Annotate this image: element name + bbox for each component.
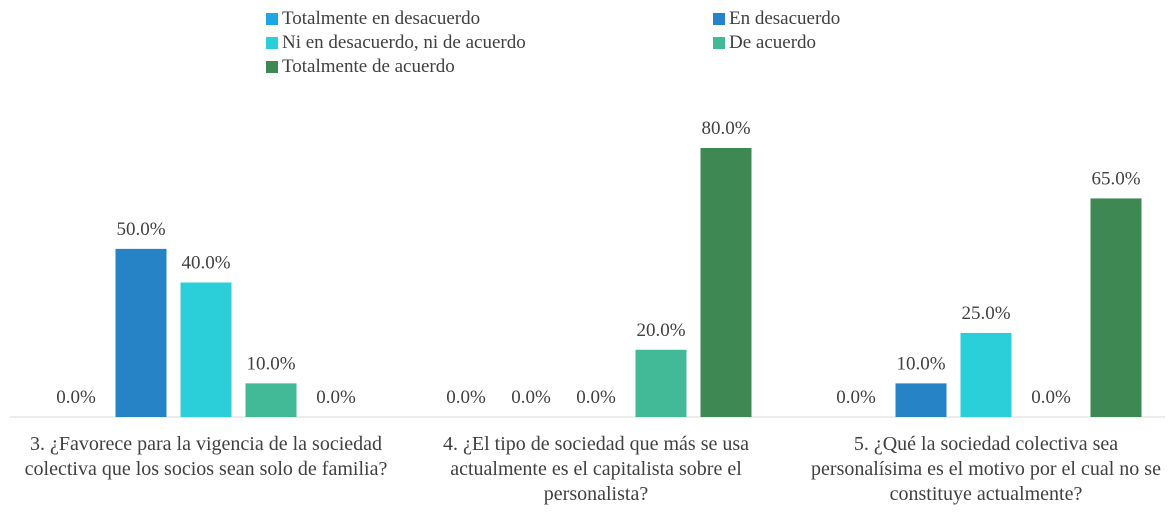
data-label: 80.0%	[701, 118, 750, 139]
data-label: 0.0%	[446, 387, 486, 408]
legend-label: En desacuerdo	[729, 8, 841, 29]
category-label: 4. ¿El tipo de sociedad que más se usa a…	[442, 433, 750, 505]
data-label: 40.0%	[181, 253, 230, 274]
legend: Totalmente en desacuerdo En desacuerdo Ni …	[266, 8, 966, 78]
category-label: 5. ¿Qué la sociedad colectiva sea person…	[811, 433, 1161, 505]
bar	[180, 282, 232, 417]
bar	[245, 383, 297, 417]
data-label: 20.0%	[636, 320, 685, 341]
legend-label: Totalmente de acuerdo	[282, 56, 455, 77]
bar	[895, 383, 947, 417]
legend-swatch	[266, 13, 278, 25]
data-label: 10.0%	[246, 353, 295, 374]
legend-item: Totalmente en desacuerdo	[266, 8, 713, 30]
legend-item: De acuerdo	[713, 32, 963, 54]
data-label: 0.0%	[836, 387, 876, 408]
legend-label: De acuerdo	[729, 32, 817, 53]
data-label: 0.0%	[511, 387, 551, 408]
legend-item: Totalmente de acuerdo	[266, 56, 713, 78]
legend-swatch	[266, 61, 278, 73]
data-label: 25.0%	[961, 303, 1010, 324]
category-label: 3. ¿Favorece para la vigencia de la soci…	[24, 433, 388, 480]
data-label: 10.0%	[896, 353, 945, 374]
data-label: 0.0%	[56, 387, 96, 408]
legend-swatch	[266, 37, 278, 49]
legend-swatch	[713, 13, 725, 25]
data-label: 50.0%	[116, 219, 165, 240]
bar	[1090, 198, 1142, 417]
data-label: 0.0%	[316, 387, 356, 408]
legend-swatch	[713, 37, 725, 49]
bar	[635, 349, 687, 417]
legend-item: Ni en desacuerdo, ni de acuerdo	[266, 32, 713, 54]
data-label: 0.0%	[576, 387, 616, 408]
data-label: 0.0%	[1031, 387, 1071, 408]
bar	[700, 148, 752, 417]
bar	[960, 332, 1012, 417]
legend-item: En desacuerdo	[713, 8, 963, 30]
bar	[115, 248, 167, 417]
legend-label: Ni en desacuerdo, ni de acuerdo	[282, 32, 526, 53]
data-label: 65.0%	[1091, 168, 1140, 189]
legend-label: Totalmente en desacuerdo	[282, 8, 481, 29]
